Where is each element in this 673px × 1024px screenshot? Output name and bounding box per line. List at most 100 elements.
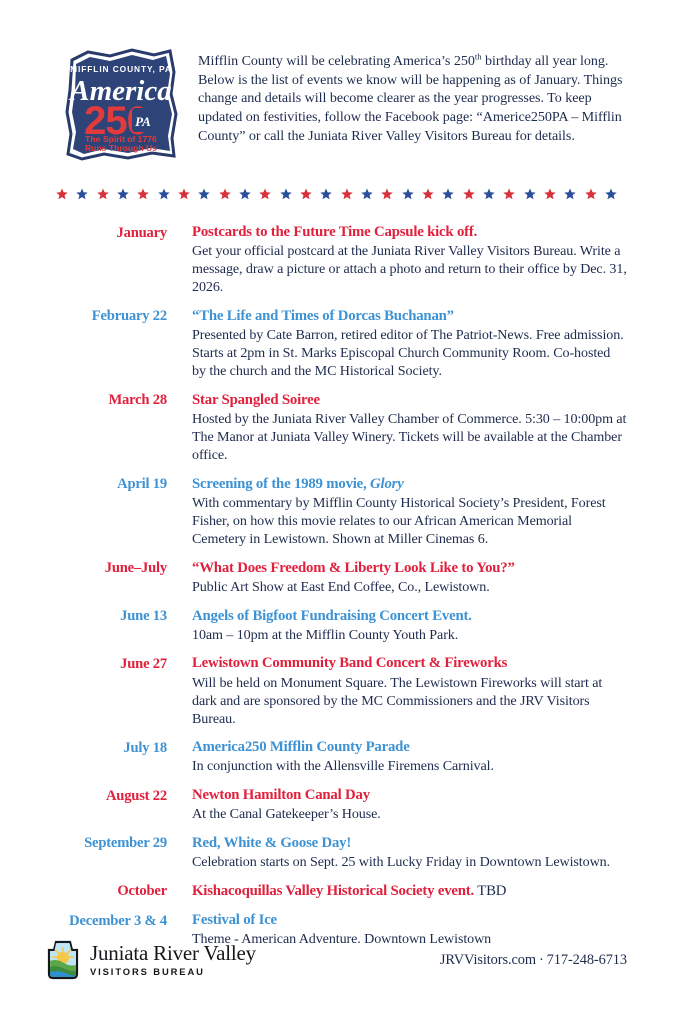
- star-icon: [239, 188, 251, 200]
- event-title: Star Spangled Soiree: [192, 391, 627, 410]
- event-body: Kishacoquillas Valley Historical Society…: [192, 882, 627, 901]
- event-title: Festival of Ice: [192, 911, 627, 930]
- event-body: “What Does Freedom & Liberty Look Like t…: [192, 559, 627, 596]
- event-description: 10am – 10pm at the Mifflin County Youth …: [192, 626, 459, 643]
- star-icon: [137, 188, 150, 200]
- event-title-text: Newton Hamilton Canal Day: [192, 787, 370, 804]
- star-icon: [544, 188, 556, 200]
- event-row: March 28 Star Spangled Soiree Hosted by th…: [0, 391, 627, 464]
- star-icon: [259, 188, 271, 200]
- star-icon: [605, 188, 617, 200]
- star-divider: [0, 186, 673, 202]
- star-icon: [76, 188, 89, 200]
- footer-phone[interactable]: 717-248-6713: [546, 951, 627, 968]
- event-title-text: Kishacoquillas Valley Historical Society…: [192, 882, 475, 899]
- keystone-logo-icon: [46, 940, 80, 980]
- event-body: America250 Mifflin County Parade In conju…: [192, 738, 627, 775]
- event-body: Newton Hamilton Canal Day At the Canal Ga…: [192, 786, 627, 823]
- star-icon: [198, 188, 210, 200]
- event-body: Screening of the 1989 movie, Glory With c…: [192, 475, 627, 548]
- header: MIFFLIN COUNTY, PA America 250 PA The Sp…: [0, 0, 673, 166]
- event-title-suffix: TBD: [474, 882, 507, 899]
- event-date: September 29: [84, 835, 167, 852]
- star-icon: [422, 188, 434, 200]
- star-icon: [117, 188, 129, 200]
- event-body: Star Spangled Soiree Hosted by the Juniat…: [192, 391, 627, 464]
- star-icon: [503, 188, 515, 200]
- star-icon: [462, 188, 475, 200]
- event-title: Angels of Bigfoot Fundraising Concert Ev…: [192, 607, 627, 626]
- footer-contact: JRVVisitors.com · 717-248-6713: [440, 952, 627, 969]
- event-title: “What Does Freedom & Liberty Look Like t…: [192, 559, 627, 578]
- star-icon: [340, 188, 353, 200]
- event-body: Red, White & Goose Day! Celebration start…: [192, 834, 627, 871]
- event-title: Screening of the 1989 movie, Glory: [192, 475, 627, 494]
- event-description: In conjunction with the Allensville Fire…: [192, 758, 494, 775]
- star-icon: [584, 188, 597, 200]
- logo-tagline-2: Runs Through Us: [85, 143, 157, 153]
- event-body: Festival of Ice Theme - American Adventur…: [192, 911, 627, 948]
- event-date: July 18: [123, 739, 167, 756]
- event-row: June 27 Lewistown Community Band Concert …: [0, 654, 627, 727]
- event-description: Celebration starts on Sept. 25 with Luck…: [192, 853, 611, 870]
- event-date: June 27: [120, 655, 167, 672]
- event-title: Newton Hamilton Canal Day: [192, 786, 627, 805]
- event-description: Theme - American Adventure. Downtown Lew…: [192, 931, 492, 948]
- event-title-text: “The Life and Times of Dorcas Buchanan”: [192, 307, 454, 324]
- event-title-text: Star Spangled Soiree: [192, 391, 320, 408]
- footer-separator: ·: [538, 951, 544, 968]
- footer-website[interactable]: JRVVisitors.com: [439, 951, 536, 968]
- event-title-text: Screening of the 1989 movie,: [192, 475, 371, 492]
- event-date: October: [117, 883, 167, 900]
- star-icon: [361, 188, 373, 200]
- event-date: December 3 & 4: [69, 912, 167, 929]
- event-title-text: America250 Mifflin County Parade: [192, 739, 410, 756]
- star-icon: [442, 188, 454, 200]
- event-description: Get your official postcard at the Juniat…: [192, 243, 627, 296]
- event-body: Lewistown Community Band Concert & Firew…: [192, 654, 627, 727]
- logo-county-line: MIFFLIN COUNTY, PA: [70, 64, 172, 74]
- star-icon: [300, 188, 312, 200]
- event-title: “The Life and Times of Dorcas Buchanan”: [192, 307, 627, 326]
- event-title: Lewistown Community Band Concert & Firew…: [192, 654, 627, 673]
- event-row: April 19 Screening of the 1989 movie, Glo…: [0, 475, 627, 548]
- intro-paragraph: Mifflin County will be celebrating Ameri…: [198, 42, 625, 146]
- footer: Juniata River Valley VISITORS BUREAU JRV…: [0, 940, 673, 980]
- star-icon: [56, 188, 68, 200]
- event-title-text: Festival of Ice: [192, 912, 277, 929]
- event-title: Postcards to the Future Time Capsule kic…: [192, 223, 627, 242]
- event-title: Kishacoquillas Valley Historical Society…: [192, 882, 627, 901]
- america250-logo: MIFFLIN COUNTY, PA America 250 PA The Sp…: [58, 42, 184, 166]
- brand-main-text: Juniata River Valley: [90, 941, 256, 966]
- logo-tagline-1: The Spirit of 1776: [85, 134, 157, 144]
- event-row: December 3 & 4 Festival of Ice Theme - Ame…: [0, 911, 627, 948]
- event-date: August 22: [105, 787, 167, 804]
- event-title: Red, White & Goose Day!: [192, 834, 627, 853]
- event-date: March 28: [108, 392, 167, 409]
- event-description: With commentary by Mifflin County Histor…: [192, 495, 606, 548]
- event-description: Will be held on Monument Square. The Lew…: [192, 674, 603, 727]
- event-row: September 29 Red, White & Goose Day! Celeb…: [0, 834, 627, 871]
- event-row: February 22 “The Life and Times of Dorcas…: [0, 307, 627, 380]
- star-icon: [279, 188, 292, 200]
- event-title-text: Red, White & Goose Day!: [192, 834, 352, 851]
- star-icon: [523, 188, 536, 200]
- logo-script: America: [68, 75, 172, 107]
- star-icon: [401, 188, 414, 200]
- event-row: June 13 Angels of Bigfoot Fundraising Con…: [0, 607, 627, 644]
- logo-monogram: PA: [135, 114, 151, 129]
- event-date: April 19: [117, 476, 167, 493]
- event-description: Hosted by the Juniata River Valley Chamb…: [192, 411, 627, 464]
- event-title-text: Postcards to the Future Time Capsule kic…: [192, 224, 478, 240]
- event-body: Angels of Bigfoot Fundraising Concert Ev…: [192, 607, 627, 644]
- event-list: January Postcards to the Future Time Caps…: [0, 223, 673, 949]
- event-row: October Kishacoquillas Valley Historical …: [0, 882, 627, 901]
- star-icon: [218, 188, 231, 200]
- event-date: June 13: [120, 608, 167, 625]
- event-body: “The Life and Times of Dorcas Buchanan” P…: [192, 307, 627, 380]
- event-row: June–July “What Does Freedom & Liberty Lo…: [0, 559, 627, 596]
- brand-wordmark: Juniata River Valley VISITORS BUREAU: [90, 941, 256, 977]
- star-icon: [96, 188, 109, 200]
- star-icon: [320, 188, 332, 200]
